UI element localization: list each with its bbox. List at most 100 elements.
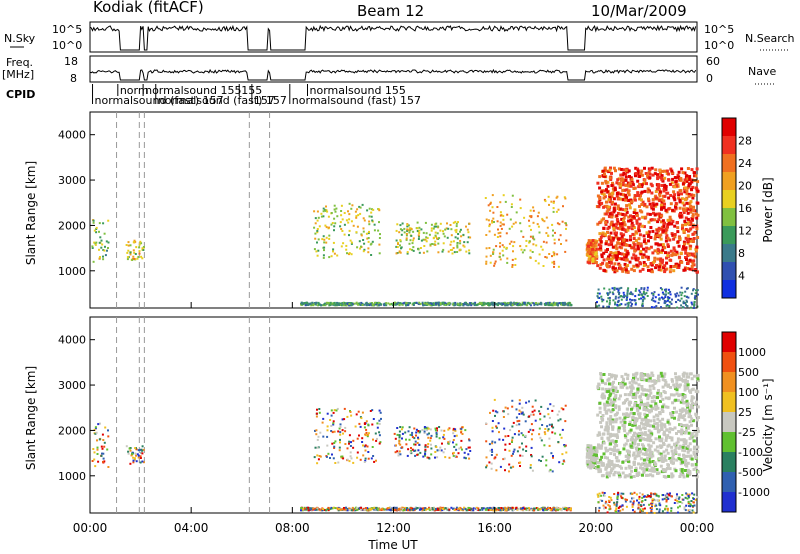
- data-point: [659, 268, 663, 272]
- data-point: [677, 193, 681, 197]
- data-point: [415, 431, 418, 434]
- data-point: [535, 302, 538, 304]
- data-point: [356, 507, 358, 510]
- data-point: [675, 301, 677, 303]
- data-point: [418, 251, 421, 254]
- data-point: [651, 261, 655, 265]
- data-point: [559, 302, 562, 304]
- data-point: [666, 254, 670, 258]
- data-point: [659, 203, 663, 207]
- data-point: [340, 204, 343, 207]
- data-point: [523, 249, 526, 252]
- data-point: [650, 432, 654, 436]
- data-point: [639, 250, 643, 253]
- data-point: [344, 430, 347, 433]
- data-point: [686, 234, 690, 238]
- data-point: [313, 456, 316, 459]
- data-point: [521, 406, 524, 409]
- data-point: [435, 431, 438, 434]
- data-point: [692, 450, 696, 454]
- data-point: [598, 410, 602, 414]
- data-point: [632, 187, 636, 190]
- data-point: [641, 452, 645, 456]
- data-point: [608, 176, 612, 180]
- data-point: [687, 449, 691, 452]
- data-point: [642, 388, 646, 392]
- data-point: [433, 243, 436, 246]
- data-point: [303, 507, 306, 510]
- data-point: [348, 434, 351, 437]
- data-point: [414, 454, 417, 457]
- data-point: [535, 244, 538, 247]
- data-point: [365, 428, 368, 431]
- data-point: [616, 241, 620, 245]
- data-point: [430, 434, 433, 437]
- data-point: [675, 264, 679, 268]
- data-point: [616, 250, 620, 254]
- data-point: [413, 301, 416, 304]
- data-point: [456, 251, 459, 253]
- data-point: [650, 270, 654, 274]
- data-point: [623, 188, 627, 192]
- data-point: [494, 441, 497, 444]
- data-point: [662, 469, 666, 473]
- data-point: [503, 457, 506, 460]
- data-point: [507, 506, 510, 509]
- data-point: [660, 198, 664, 202]
- data-point: [432, 302, 435, 305]
- data-point: [637, 194, 640, 197]
- data-point: [367, 457, 370, 460]
- freq-tick-bottom: 8: [70, 72, 77, 85]
- data-point: [495, 469, 498, 472]
- data-point: [606, 378, 610, 382]
- data-point: [547, 428, 550, 431]
- data-point: [492, 302, 495, 305]
- data-point: [551, 255, 553, 258]
- data-point: [556, 506, 558, 509]
- data-point: [531, 469, 534, 472]
- data-point: [532, 509, 535, 512]
- data-point: [460, 303, 463, 306]
- data-point: [485, 422, 487, 425]
- data-point: [525, 508, 528, 511]
- freq-line: [89, 68, 697, 81]
- data-point: [545, 302, 548, 305]
- data-point: [692, 374, 696, 378]
- data-point: [378, 237, 381, 239]
- data-point: [439, 446, 442, 449]
- data-point: [426, 433, 429, 436]
- data-point: [664, 458, 668, 462]
- data-point: [408, 426, 411, 429]
- data-point: [331, 431, 334, 434]
- data-point: [492, 304, 495, 307]
- data-point: [426, 429, 429, 432]
- data-point: [409, 451, 412, 454]
- data-point: [639, 463, 643, 467]
- data-point: [686, 454, 690, 458]
- data-point: [551, 423, 553, 426]
- data-point: [499, 231, 502, 234]
- data-point: [692, 179, 696, 183]
- data-point: [690, 180, 694, 184]
- data-point: [660, 174, 664, 178]
- data-point: [408, 438, 411, 441]
- data-point: [398, 430, 401, 433]
- data-point: [406, 252, 409, 255]
- data-point: [604, 467, 608, 471]
- data-point: [440, 429, 443, 432]
- data-point: [398, 442, 401, 445]
- data-point: [419, 430, 422, 433]
- data-point: [553, 260, 556, 263]
- data-point: [336, 507, 339, 510]
- data-point: [626, 306, 629, 309]
- data-point: [625, 454, 629, 458]
- data-point: [498, 438, 501, 441]
- data-point: [397, 241, 399, 244]
- data-point: [432, 304, 435, 306]
- data-point: [107, 429, 109, 432]
- data-point: [639, 433, 643, 437]
- data-point: [607, 387, 611, 391]
- data-point: [324, 224, 327, 227]
- data-point: [511, 439, 514, 442]
- data-point: [631, 441, 635, 445]
